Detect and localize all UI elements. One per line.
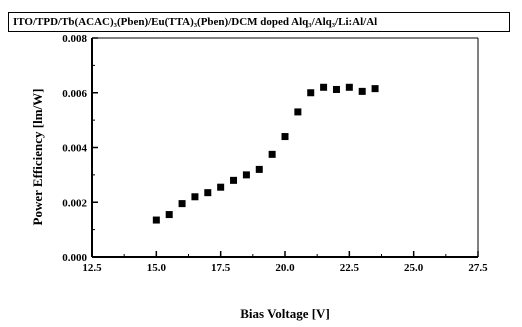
x-tick-label: 17.5 [211, 262, 231, 274]
data-point [358, 87, 366, 95]
x-tick-label: 27.5 [468, 262, 488, 274]
x-tick-label: 20.0 [275, 262, 295, 274]
y-tick-label: 0.004 [62, 143, 87, 155]
y-tick-label: 0.002 [62, 197, 87, 209]
data-point [371, 85, 379, 93]
chart-title: ITO/TPD/Tb(ACAC)₃(Pben)/Eu(TTA)₃(Pben)/D… [8, 12, 510, 32]
data-point [242, 171, 250, 179]
x-tick-label: 25.0 [404, 262, 424, 274]
y-tick-label: 0.008 [62, 33, 87, 45]
data-point [268, 150, 276, 158]
y-tick-label: 0.000 [62, 252, 87, 264]
data-point [255, 165, 263, 173]
data-point [204, 189, 212, 197]
y-tick-label: 0.006 [62, 88, 87, 100]
x-tick-label: 22.5 [340, 262, 360, 274]
y-axis-label: Power Efficiency [lm/W] [30, 89, 45, 226]
data-point [178, 200, 186, 208]
data-point [307, 89, 315, 97]
data-point [294, 108, 302, 116]
x-tick-label: 15.0 [147, 262, 167, 274]
data-point [152, 216, 160, 224]
x-tick-label: 12.5 [82, 262, 102, 274]
data-point [320, 83, 328, 91]
data-point [217, 183, 225, 191]
data-point [332, 85, 340, 93]
data-point [230, 176, 238, 184]
x-axis-label: Bias Voltage [V] [240, 306, 330, 321]
data-point [281, 133, 289, 141]
data-point [191, 193, 199, 201]
data-point [165, 211, 173, 219]
data-point [345, 83, 353, 91]
